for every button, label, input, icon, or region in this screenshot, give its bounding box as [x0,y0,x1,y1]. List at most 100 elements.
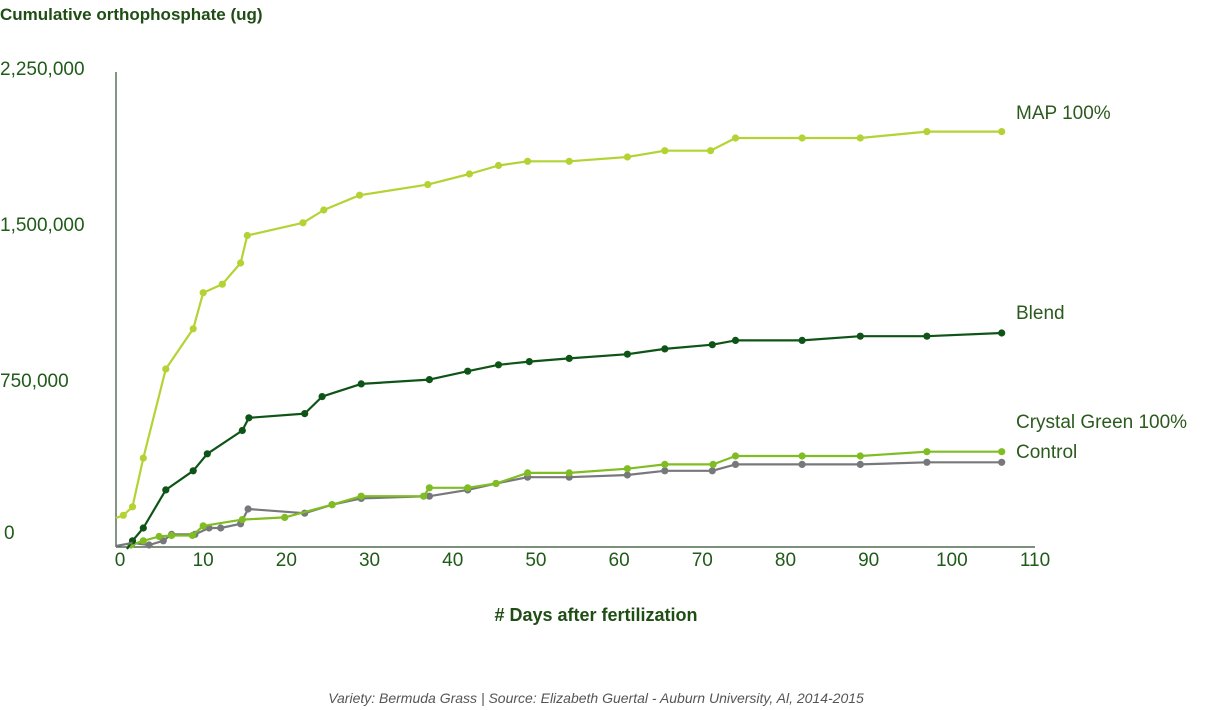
data-point [328,501,336,509]
legend-control: Control [1016,442,1077,463]
data-point [203,450,211,458]
data-point [168,531,176,540]
data-point [189,467,197,475]
data-point [798,452,806,460]
data-point [661,147,669,155]
data-point [998,128,1006,136]
series-labels: MAP 100% Blend Crystal Green 100% Control [1016,103,1187,463]
y-axis-ticks: 0 750,000 1,500,000 2,250,000 [0,59,85,544]
control-lead-in [115,541,133,548]
y-tick-label: 2,250,000 [0,59,85,80]
x-tick-label: 50 [525,550,546,571]
data-point [217,524,225,532]
x-tick-label: 80 [775,550,796,571]
data-point [188,531,196,540]
data-point [218,280,226,288]
data-point [494,361,503,369]
map-lead-in [115,514,124,520]
data-point [708,467,716,475]
data-point [708,341,716,349]
x-tick-label: 0 [115,550,126,571]
data-point [856,332,864,340]
data-point [731,336,740,344]
data-point [524,469,532,477]
x-tick-label: 100 [936,550,968,571]
data-point [998,329,1006,337]
data-point [623,153,632,161]
data-point [524,157,532,165]
data-point [623,350,632,358]
data-point [357,492,365,500]
series-line-map-100 [122,130,1002,517]
data-point [494,161,503,170]
data-point [525,358,533,366]
y-tick-label: 0 [4,523,15,544]
legend-blend: Blend [1016,303,1065,324]
axes [115,72,1035,548]
series-blend [128,329,1006,545]
data-point [623,465,632,473]
data-point [923,332,931,340]
data-point [189,325,197,333]
data-point [731,134,740,142]
data-point [798,134,806,142]
data-point [923,128,931,136]
data-point [565,157,573,165]
chart-title: Cumulative orthophosphate (ug) [0,5,263,24]
series-group [115,128,1006,550]
data-point [139,537,147,545]
data-point [709,460,717,468]
data-point [243,231,251,240]
data-point [420,492,428,500]
data-point [425,492,433,500]
x-tick-label: 60 [609,550,630,571]
data-point [425,484,433,492]
x-axis-label: # Days after fertilization [494,605,697,625]
x-tick-label: 30 [359,550,380,571]
data-point [162,486,170,494]
data-point [424,181,432,189]
data-point [707,147,715,155]
data-point [661,460,669,468]
source-note: Variety: Bermuda Grass | Source: Elizabe… [328,690,864,706]
data-point [798,460,806,468]
y-tick-label: 750,000 [0,371,69,392]
data-point [357,380,365,388]
data-point [199,289,207,297]
data-point [425,376,433,384]
x-tick-label: 10 [193,550,214,571]
x-tick-label: 70 [692,550,713,571]
data-point [320,206,328,214]
data-point [464,367,472,375]
data-point [145,541,153,549]
data-point [923,458,931,466]
data-point [623,471,632,479]
data-point [162,365,170,373]
data-point [565,354,573,362]
y-tick-label: 1,500,000 [0,215,85,236]
data-point [492,479,500,488]
data-point [199,522,207,530]
data-point [245,414,253,422]
data-point [998,448,1006,456]
data-point [128,503,137,511]
data-point [731,452,740,460]
data-point [155,532,163,541]
data-point [661,467,669,475]
data-point [237,259,245,267]
x-tick-label: 20 [276,550,297,571]
data-point [998,458,1006,466]
data-point [281,513,289,522]
series-line-crystal-green-100 [130,450,1002,547]
data-point [798,336,806,344]
data-point [356,191,364,199]
data-point [244,505,252,513]
data-point [465,170,473,178]
data-point [565,469,573,477]
data-point [856,460,864,468]
x-tick-label: 90 [858,550,879,571]
data-point [731,460,740,468]
data-point [139,454,147,462]
data-point [238,426,246,435]
